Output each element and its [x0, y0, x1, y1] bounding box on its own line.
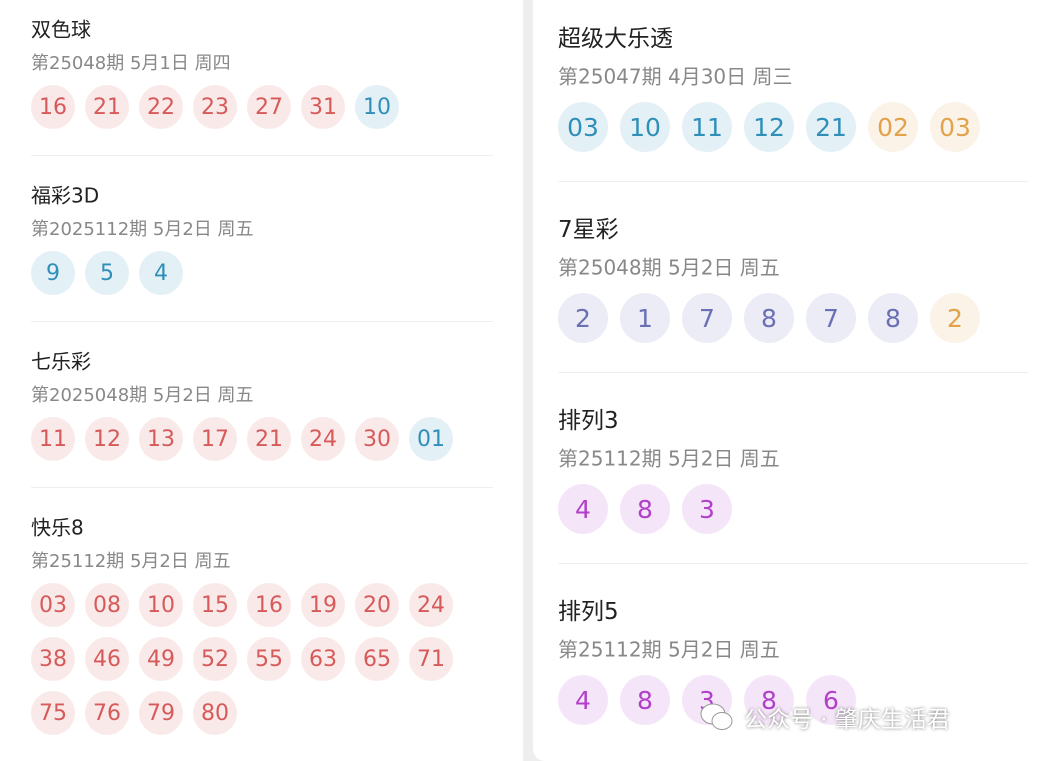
number-ball: 27 — [247, 85, 291, 129]
number-ball: 49 — [139, 637, 183, 681]
lottery-title: 七乐彩 — [31, 349, 91, 374]
left-panel: 双色球 第25048期 5月1日 周四 16 21 22 23 27 31 10 福彩3D 第202… — [0, 0, 523, 761]
number-ball: 24 — [409, 583, 453, 627]
issue-info: 第2025112期 5月2日 周五 — [31, 219, 254, 240]
divider — [31, 155, 493, 156]
number-ball: 1 — [620, 293, 670, 343]
lottery-title: 福彩3D — [31, 183, 100, 208]
number-ball: 03 — [558, 102, 608, 152]
number-ball: 08 — [85, 583, 129, 627]
number-ball: 55 — [247, 637, 291, 681]
issue-info: 第25112期 5月2日 周五 — [558, 637, 780, 662]
number-ball: 8 — [744, 293, 794, 343]
number-ball: 12 — [85, 417, 129, 461]
number-ball: 8 — [620, 675, 670, 725]
number-ball: 30 — [355, 417, 399, 461]
issue-info: 第25112期 5月2日 周五 — [31, 551, 231, 572]
watermark-text: 公众号 · 肇庆生活君 — [744, 707, 950, 733]
issue-info: 第25048期 5月1日 周四 — [31, 53, 231, 74]
number-ball: 46 — [85, 637, 129, 681]
issue-info: 第25112期 5月2日 周五 — [558, 446, 780, 471]
number-ball: 16 — [247, 583, 291, 627]
lottery-title: 排列5 — [558, 599, 619, 625]
number-ball: 11 — [682, 102, 732, 152]
number-ball: 71 — [409, 637, 453, 681]
number-ball: 20 — [355, 583, 399, 627]
number-ball: 3 — [682, 484, 732, 534]
number-ball: 23 — [193, 85, 237, 129]
lottery-title: 快乐8 — [31, 515, 84, 540]
divider — [558, 563, 1028, 564]
number-ball: 2 — [558, 293, 608, 343]
number-ball: 52 — [193, 637, 237, 681]
number-ball: 01 — [409, 417, 453, 461]
number-ball: 4 — [558, 484, 608, 534]
number-ball: 38 — [31, 637, 75, 681]
number-ball: 76 — [85, 691, 129, 735]
number-ball: 79 — [139, 691, 183, 735]
number-ball: 02 — [868, 102, 918, 152]
number-ball: 10 — [620, 102, 670, 152]
number-ball: 21 — [806, 102, 856, 152]
number-ball: 6 — [806, 675, 856, 725]
number-ball: 8 — [620, 484, 670, 534]
number-ball: 8 — [868, 293, 918, 343]
number-ball: 03 — [930, 102, 980, 152]
number-ball: 9 — [31, 251, 75, 295]
number-ball: 80 — [193, 691, 237, 735]
watermark: 公众号 · 肇庆生活君 — [700, 700, 950, 734]
right-panel: 超级大乐透 第25047期 4月30日 周三 03 10 11 12 21 02 03 7星彩 第2… — [533, 0, 1040, 761]
lottery-title: 超级大乐透 — [558, 26, 673, 52]
number-ball: 65 — [355, 637, 399, 681]
number-ball: 03 — [31, 583, 75, 627]
lottery-title: 7星彩 — [558, 217, 619, 243]
number-ball: 21 — [247, 417, 291, 461]
issue-info: 第25047期 4月30日 周三 — [558, 64, 793, 89]
number-ball: 16 — [31, 85, 75, 129]
wechat-icon — [700, 703, 733, 730]
number-ball: 7 — [682, 293, 732, 343]
number-ball: 10 — [355, 85, 399, 129]
number-ball: 13 — [139, 417, 183, 461]
number-ball: 22 — [139, 85, 183, 129]
lottery-title: 排列3 — [558, 408, 619, 434]
divider — [558, 181, 1028, 182]
number-ball: 21 — [85, 85, 129, 129]
number-ball: 7 — [806, 293, 856, 343]
number-ball: 11 — [31, 417, 75, 461]
number-ball: 4 — [139, 251, 183, 295]
number-ball: 75 — [31, 691, 75, 735]
number-ball: 31 — [301, 85, 345, 129]
number-ball: 10 — [139, 583, 183, 627]
lottery-title: 双色球 — [31, 17, 91, 42]
number-ball: 5 — [85, 251, 129, 295]
issue-info: 第2025048期 5月2日 周五 — [31, 385, 254, 406]
number-ball: 17 — [193, 417, 237, 461]
issue-info: 第25048期 5月2日 周五 — [558, 255, 780, 280]
number-ball: 8 — [744, 675, 794, 725]
number-ball: 63 — [301, 637, 345, 681]
number-ball: 4 — [558, 675, 608, 725]
divider — [558, 372, 1028, 373]
number-ball: 15 — [193, 583, 237, 627]
number-ball: 19 — [301, 583, 345, 627]
number-ball: 24 — [301, 417, 345, 461]
number-ball: 12 — [744, 102, 794, 152]
divider — [31, 321, 493, 322]
number-ball: 2 — [930, 293, 980, 343]
divider — [31, 487, 493, 488]
